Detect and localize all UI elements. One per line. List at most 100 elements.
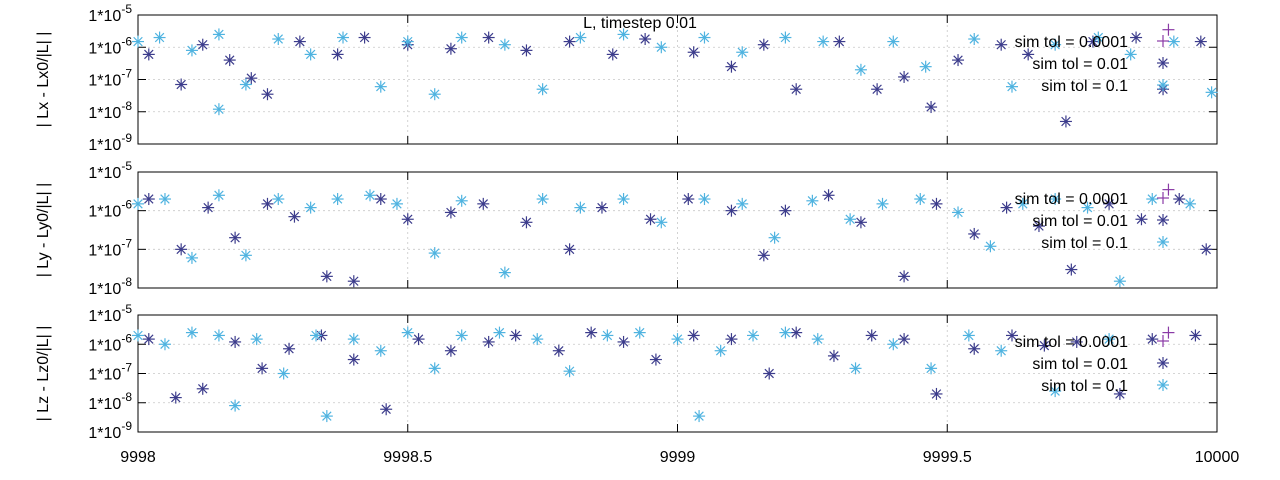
- data-point: [644, 213, 657, 226]
- plot-frame: [137, 14, 1218, 145]
- data-point: [925, 101, 938, 114]
- data-point: [1016, 197, 1029, 210]
- data-point: [239, 78, 252, 91]
- data-point: [293, 35, 306, 48]
- data-point: [229, 335, 242, 348]
- panel-lz: 1*10-9 1*10-8 1*10-7 1*10-6 1*10-5 9998 9998.5…: [35, 302, 1239, 466]
- y-tick-label: 1*10-9: [88, 131, 132, 154]
- data-point: [779, 204, 792, 217]
- plot-frame: [137, 314, 1218, 433]
- data-point: [477, 197, 490, 210]
- data-point: [633, 326, 646, 339]
- x-tick-label: 9999: [660, 449, 696, 466]
- data-point: [132, 197, 144, 210]
- data-point: [817, 35, 830, 48]
- data-point: [1092, 31, 1105, 44]
- data-point: [158, 338, 171, 351]
- data-point: [898, 333, 911, 346]
- data-point: [995, 38, 1008, 51]
- data-point: [493, 326, 506, 339]
- legend-marker: [1157, 57, 1169, 69]
- data-point: [1103, 333, 1116, 346]
- data-point: [428, 88, 441, 101]
- data-point: [779, 31, 792, 44]
- data-point: [331, 48, 344, 61]
- legend-marker: [1157, 379, 1169, 391]
- data-point: [288, 210, 301, 223]
- data-point: [698, 31, 711, 44]
- data-point: [1086, 35, 1099, 48]
- data-point: [914, 193, 927, 206]
- plot-frame: [137, 171, 1218, 289]
- data-point: [363, 189, 376, 202]
- data-point: [1113, 387, 1126, 400]
- data-point: [428, 247, 441, 260]
- legend-label: sim tol = 0.1: [1041, 78, 1128, 95]
- data-point: [649, 353, 662, 366]
- data-point: [574, 201, 587, 214]
- data-point: [169, 391, 182, 404]
- data-point: [952, 54, 965, 67]
- data-point: [984, 240, 997, 253]
- data-point: [229, 399, 242, 412]
- data-point: [687, 329, 700, 342]
- data-point: [358, 31, 371, 44]
- data-point: [757, 249, 770, 262]
- y-tick-label: 1*10-7: [88, 67, 132, 90]
- data-point: [968, 227, 981, 240]
- data-point: [212, 28, 225, 41]
- data-point: [844, 213, 857, 226]
- data-point: [374, 344, 387, 357]
- legend-label: sim tol = 0.01: [1032, 356, 1128, 373]
- data-point: [1162, 23, 1175, 36]
- y-tick-label: 1*10-6: [88, 331, 132, 354]
- data-point: [747, 329, 760, 342]
- y-tick-label: 1*10-8: [88, 390, 132, 413]
- data-point: [995, 344, 1008, 357]
- data-point: [736, 46, 749, 59]
- data-point: [1049, 385, 1062, 398]
- y-tick-label: 1*10-5: [88, 302, 132, 325]
- data-point: [919, 60, 932, 73]
- data-point: [655, 41, 668, 54]
- data-point: [779, 326, 792, 339]
- y-tick-label: 1*10-6: [88, 34, 132, 57]
- data-point: [1022, 48, 1035, 61]
- data-point: [1130, 31, 1143, 44]
- data-point: [930, 197, 943, 210]
- data-point: [261, 88, 274, 101]
- data-point: [261, 197, 274, 210]
- data-point: [811, 333, 824, 346]
- data-point: [320, 410, 333, 423]
- data-point: [1038, 339, 1051, 352]
- data-point: [520, 216, 533, 229]
- data-point: [212, 329, 225, 342]
- data-point: [617, 193, 630, 206]
- data-point: [1124, 48, 1137, 61]
- data-point: [347, 275, 360, 288]
- legend-label: sim tol = 0.0001: [1015, 34, 1129, 51]
- data-point: [693, 410, 706, 423]
- data-point: [272, 193, 285, 206]
- data-point: [806, 194, 819, 207]
- data-point: [142, 333, 155, 346]
- data-point: [1146, 193, 1159, 206]
- data-point: [725, 204, 738, 217]
- data-point: [563, 365, 576, 378]
- data-point: [876, 197, 889, 210]
- data-point: [822, 189, 835, 202]
- data-point: [968, 33, 981, 46]
- data-point: [401, 213, 414, 226]
- data-point: [412, 333, 425, 346]
- x-tick-label: 9999.5: [923, 449, 972, 466]
- data-point: [374, 193, 387, 206]
- data-point: [887, 338, 900, 351]
- data-point: [925, 362, 938, 375]
- y-tick-label: 1*10-9: [88, 419, 132, 442]
- data-point: [725, 60, 738, 73]
- legend-label: sim tol = 0.1: [1041, 235, 1128, 252]
- data-point: [153, 31, 166, 44]
- data-point: [132, 35, 144, 48]
- x-tick-label: 10000: [1195, 449, 1240, 466]
- data-point: [617, 335, 630, 348]
